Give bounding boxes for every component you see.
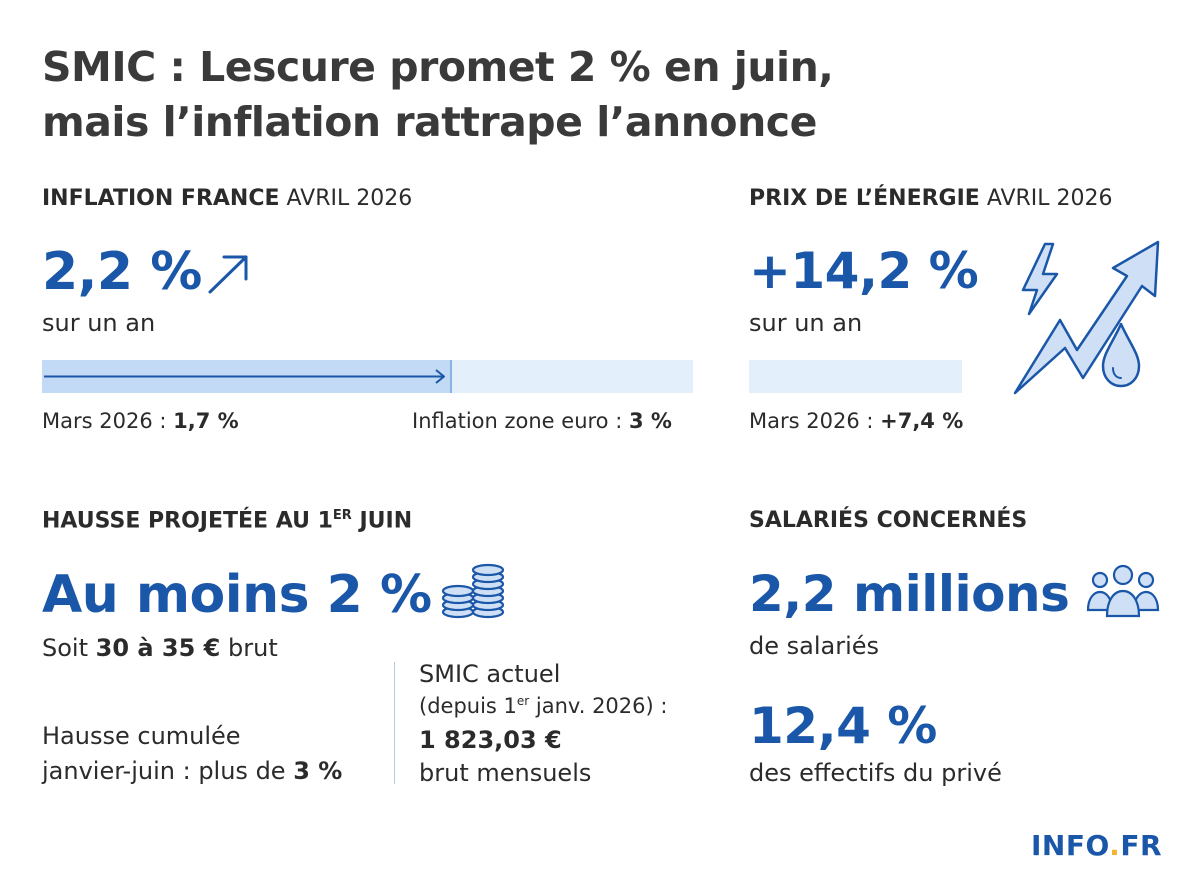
hausse-soit-suffix: brut (220, 634, 278, 662)
smic-line2-sup: er (516, 694, 530, 708)
smic-line2-b: janv. 2026) : (529, 694, 668, 718)
logo-part2: FR (1120, 829, 1162, 862)
hausse-soit-label: Soit (42, 634, 96, 662)
hausse-value: Au moins 2 % (42, 565, 432, 625)
inflation-bar-marker (450, 360, 452, 393)
energie-prev-value: +7,4 % (880, 409, 964, 433)
hausse-cumul-line1: Hausse cumulée (42, 722, 241, 750)
hausse-cumul-line2: janvier-juin : plus de 3 % (42, 757, 342, 785)
hausse-heading-b: JUIN (351, 508, 413, 534)
inflation-sub: sur un an (42, 309, 156, 337)
salaries-sub: de salariés (749, 632, 880, 660)
inflation-bar-arrow (44, 369, 445, 384)
smic-line2: (depuis 1er janv. 2026) : (419, 694, 667, 718)
hausse-heading: HAUSSE PROJETÉE AU 1ER JUIN (42, 508, 412, 533)
inflation-euro: Inflation zone euro : 3 % (412, 409, 672, 433)
energy-rising-icon (1013, 240, 1160, 395)
brand-logo[interactable]: INFO.FR (1031, 829, 1162, 862)
energie-prev-label: Mars 2026 : (749, 409, 881, 433)
smic-value: 1 823,03 € (419, 726, 562, 754)
people-group-icon (1086, 564, 1160, 618)
energie-heading-bold: PRIX DE L’ÉNERGIE (749, 186, 980, 211)
logo-part1: INFO (1031, 829, 1110, 862)
energie-bar (749, 360, 962, 393)
energie-heading: PRIX DE L’ÉNERGIE AVRIL 2026 (749, 186, 1113, 211)
inflation-prev: Mars 2026 : 1,7 % (42, 409, 239, 433)
inflation-prev-value: 1,7 % (173, 409, 239, 433)
energie-prev: Mars 2026 : +7,4 % (749, 409, 963, 433)
hausse-soit: Soit 30 à 35 € brut (42, 634, 278, 662)
smic-line4: brut mensuels (419, 759, 592, 787)
inflation-heading-bold: INFLATION FRANCE (42, 186, 280, 211)
smic-line2-a: (depuis 1 (419, 694, 517, 718)
inflation-heading-date: AVRIL 2026 (279, 186, 413, 211)
inflation-euro-value: 3 % (628, 409, 672, 433)
inflation-euro-label: Inflation zone euro : (412, 409, 629, 433)
inflation-prev-label: Mars 2026 : (42, 409, 174, 433)
arrow-up-right-icon (208, 255, 248, 294)
smic-line1: SMIC actuel (419, 660, 561, 688)
energie-heading-date: AVRIL 2026 (979, 186, 1113, 211)
hausse-cumul-value: 3 % (293, 757, 343, 785)
smic-divider (394, 662, 395, 784)
logo-dot: . (1109, 829, 1121, 862)
hausse-cumul-label: janvier-juin : plus de (42, 757, 294, 785)
hausse-heading-a: HAUSSE PROJETÉE AU 1 (42, 508, 333, 534)
hausse-heading-sup: ER (332, 508, 352, 523)
inflation-heading: INFLATION FRANCE AVRIL 2026 (42, 186, 412, 211)
coins-stack-icon (441, 563, 505, 619)
page-title: SMIC : Lescure promet 2 % en juin, mais … (42, 40, 834, 150)
hausse-soit-value: 30 à 35 € (95, 634, 221, 662)
title-line-2: mais l’inflation rattrape l’annonce (42, 98, 817, 146)
inflation-value: 2,2 % (42, 242, 202, 302)
energie-value: +14,2 % (749, 242, 979, 300)
salaries-pct-sub: des effectifs du privé (749, 759, 1002, 787)
salaries-heading: SALARIÉS CONCERNÉS (749, 508, 1028, 533)
inflation-bar (42, 360, 693, 393)
energie-sub: sur un an (749, 309, 863, 337)
title-line-1: SMIC : Lescure promet 2 % en juin, (42, 43, 834, 91)
salaries-value: 2,2 millions (749, 565, 1070, 623)
salaries-pct-value: 12,4 % (749, 697, 937, 755)
